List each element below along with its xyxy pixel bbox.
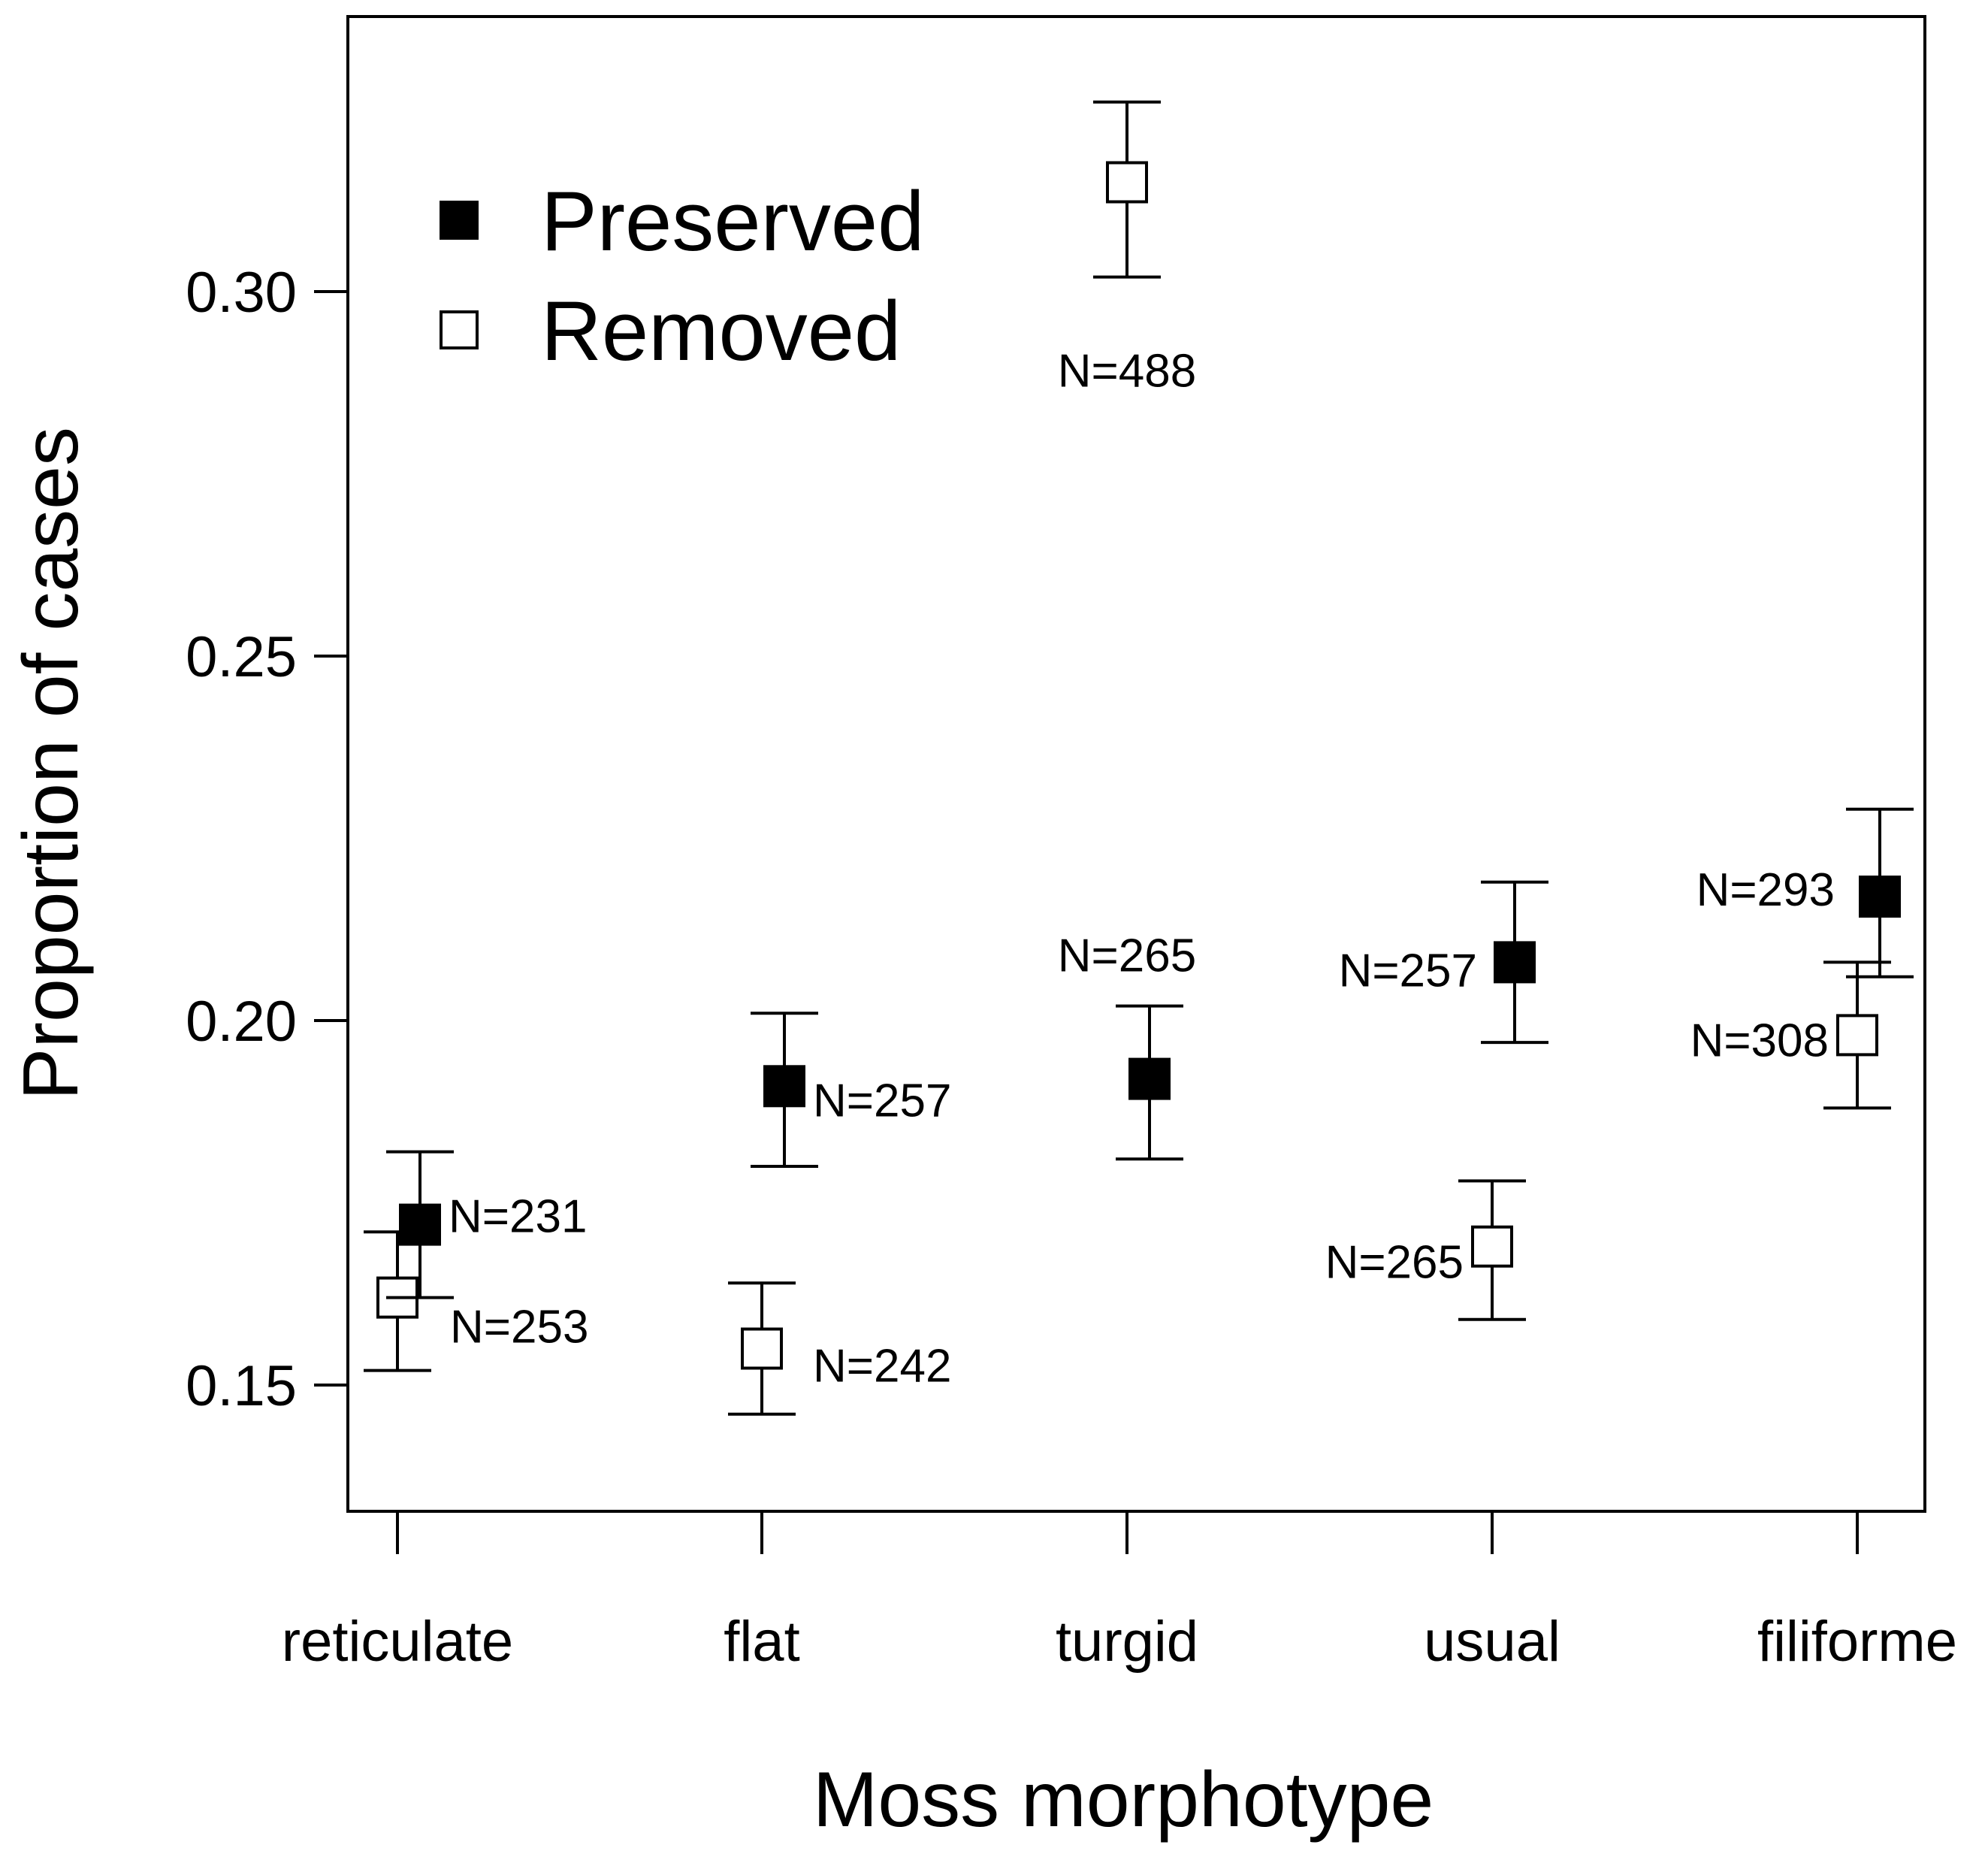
n-label: N=253	[450, 1302, 588, 1353]
preserved-point	[1128, 1057, 1171, 1100]
y-axis: 0.15 0.20 0.25 0.30	[186, 261, 348, 1418]
removed-point	[1106, 161, 1148, 204]
removed-point	[1836, 1014, 1878, 1057]
n-label: N=265	[1325, 1237, 1464, 1289]
removed-point	[741, 1327, 783, 1370]
x-tick-label: flat	[724, 1610, 799, 1674]
preserved-point	[1494, 941, 1536, 984]
series-preserved: N=231 N=257 N=265 N=257 N=293	[386, 807, 1914, 1299]
n-label: N=257	[1339, 945, 1477, 997]
legend-swatch-removed	[440, 310, 479, 349]
n-label: N=242	[813, 1341, 951, 1393]
y-tick-label: 0.20	[186, 990, 297, 1054]
y-axis-title: Proportion of cases	[8, 427, 95, 1100]
data-marks: N=253 N=242 N=488 N=265 N=308 N=231 N=257 N=265…	[364, 100, 1914, 1416]
n-label: N=257	[813, 1075, 951, 1127]
x-tick-label: usual	[1424, 1610, 1560, 1674]
n-label: N=308	[1690, 1015, 1829, 1066]
plot-frame	[346, 15, 1926, 1513]
x-tick-label: turgid	[1056, 1610, 1198, 1674]
legend: Preserved Removed	[440, 174, 924, 378]
x-axis: reticulate flat turgid usual filiforme	[282, 1511, 1957, 1674]
x-axis-title: Moss morphotype	[813, 1756, 1434, 1843]
y-tick-label: 0.15	[186, 1354, 297, 1418]
preserved-point	[1859, 876, 1901, 918]
legend-label-removed: Removed	[541, 284, 901, 378]
y-tick-label: 0.30	[186, 261, 297, 325]
preserved-point	[763, 1065, 805, 1108]
n-label: N=488	[1058, 346, 1196, 398]
n-label: N=293	[1696, 864, 1835, 916]
legend-swatch-preserved	[440, 201, 479, 240]
series-removed: N=253 N=242 N=488 N=265 N=308	[364, 100, 1891, 1416]
removed-point	[1471, 1225, 1513, 1268]
n-label: N=265	[1058, 930, 1196, 982]
n-label: N=231	[449, 1191, 587, 1243]
y-tick-label: 0.25	[186, 625, 297, 689]
preserved-point	[399, 1203, 441, 1246]
x-tick-label: filiforme	[1757, 1610, 1957, 1674]
x-tick-label: reticulate	[282, 1610, 513, 1674]
legend-label-preserved: Preserved	[541, 174, 924, 268]
